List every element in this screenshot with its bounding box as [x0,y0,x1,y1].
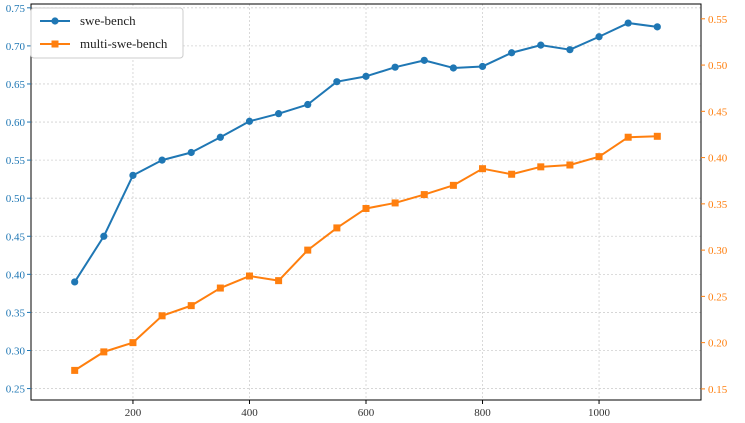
swe-bench-point [71,278,79,286]
multi-swe-bench-point [537,163,545,171]
multi-swe-bench-point [100,348,108,356]
left-y-tick-label: 0.25 [6,384,26,396]
multi-swe-bench-point [245,272,253,280]
legend-multi-swe-bench-marker [51,40,59,48]
left-y-tick-label: 0.35 [6,307,26,319]
right-y-tick-label: 0.55 [708,14,728,26]
x-tick-label: 200 [125,407,142,419]
multi-swe-bench-point [595,153,603,161]
multi-swe-bench-point [304,246,312,254]
right-y-tick-label: 0.20 [708,338,728,350]
multi-swe-bench-point [275,277,283,285]
x-tick-label: 400 [241,407,258,419]
legend-swe-bench-marker [51,17,59,25]
right-y-tick-label: 0.50 [708,60,728,72]
left-y-tick-label: 0.50 [6,193,26,205]
swe-bench-point [245,117,254,125]
swe-bench-point [187,148,195,157]
multi-swe-bench-point [71,366,79,374]
multi-swe-bench-point [624,133,632,141]
right-y-tick-label: 0.35 [708,199,728,211]
x-tick-label: 800 [474,407,491,419]
left-y-tick-label: 0.75 [6,3,26,15]
swe-bench-point [624,19,632,27]
swe-bench-point [362,72,370,80]
swe-bench-point [275,110,283,118]
x-tick-label: 1000 [588,407,611,419]
swe-bench-point [304,100,312,109]
right-y-tick-label: 0.40 [708,153,728,165]
multi-swe-bench-point [362,204,370,212]
left-y-tick-label: 0.70 [6,41,26,53]
legend: swe-bench multi-swe-bench [30,7,184,59]
swe-bench-point [333,78,341,86]
swe-bench-point [537,41,545,49]
multi-swe-bench-point [449,181,457,189]
swe-bench-point [216,133,224,141]
swe-bench-point [653,23,661,31]
swe-bench-point [158,156,166,164]
axes: 200 400 600 800 1000 0.25 0.30 0.35 0.40 0.45 0.50… [6,3,728,419]
swe-bench-point [566,46,574,54]
swe-bench-point [100,232,108,240]
left-y-tick-label: 0.65 [6,79,26,91]
swe-bench-point [391,63,399,71]
multi-swe-bench-point [508,170,516,178]
left-y-tick-label: 0.30 [6,346,26,358]
left-y-tick-label: 0.45 [6,231,26,243]
x-tick-label: 600 [358,407,375,419]
legend-swe-bench-label: swe-bench [80,13,136,28]
multi-swe-bench-point [391,199,399,207]
right-y-tick-label: 0.45 [708,106,728,118]
legend-multi-swe-bench-label: multi-swe-bench [80,36,168,51]
swe-bench-point [478,62,487,71]
left-y-tick-label: 0.60 [6,117,26,129]
multi-swe-bench-point [216,284,224,292]
multi-swe-bench-point [158,312,166,320]
left-y-tick-label: 0.40 [6,269,26,281]
swe-bench-point [508,49,516,57]
series-lines [71,19,661,374]
swe-bench-point [449,64,457,72]
multi-swe-bench-point [187,302,195,310]
multi-swe-bench-point [333,224,341,232]
multi-swe-bench-point [479,165,487,173]
multi-swe-bench-point [653,132,661,140]
multi-swe-bench-point [420,191,428,199]
swe-bench-point [420,56,428,64]
left-y-tick-label: 0.55 [6,155,26,167]
right-y-tick-label: 0.30 [708,245,728,257]
swe-bench-point [595,33,603,41]
swe-bench-point [129,171,137,179]
right-y-tick-label: 0.25 [708,291,728,303]
multi-swe-bench-point [566,161,574,169]
multi-swe-bench-point [129,339,137,347]
right-y-tick-label: 0.15 [708,384,728,396]
